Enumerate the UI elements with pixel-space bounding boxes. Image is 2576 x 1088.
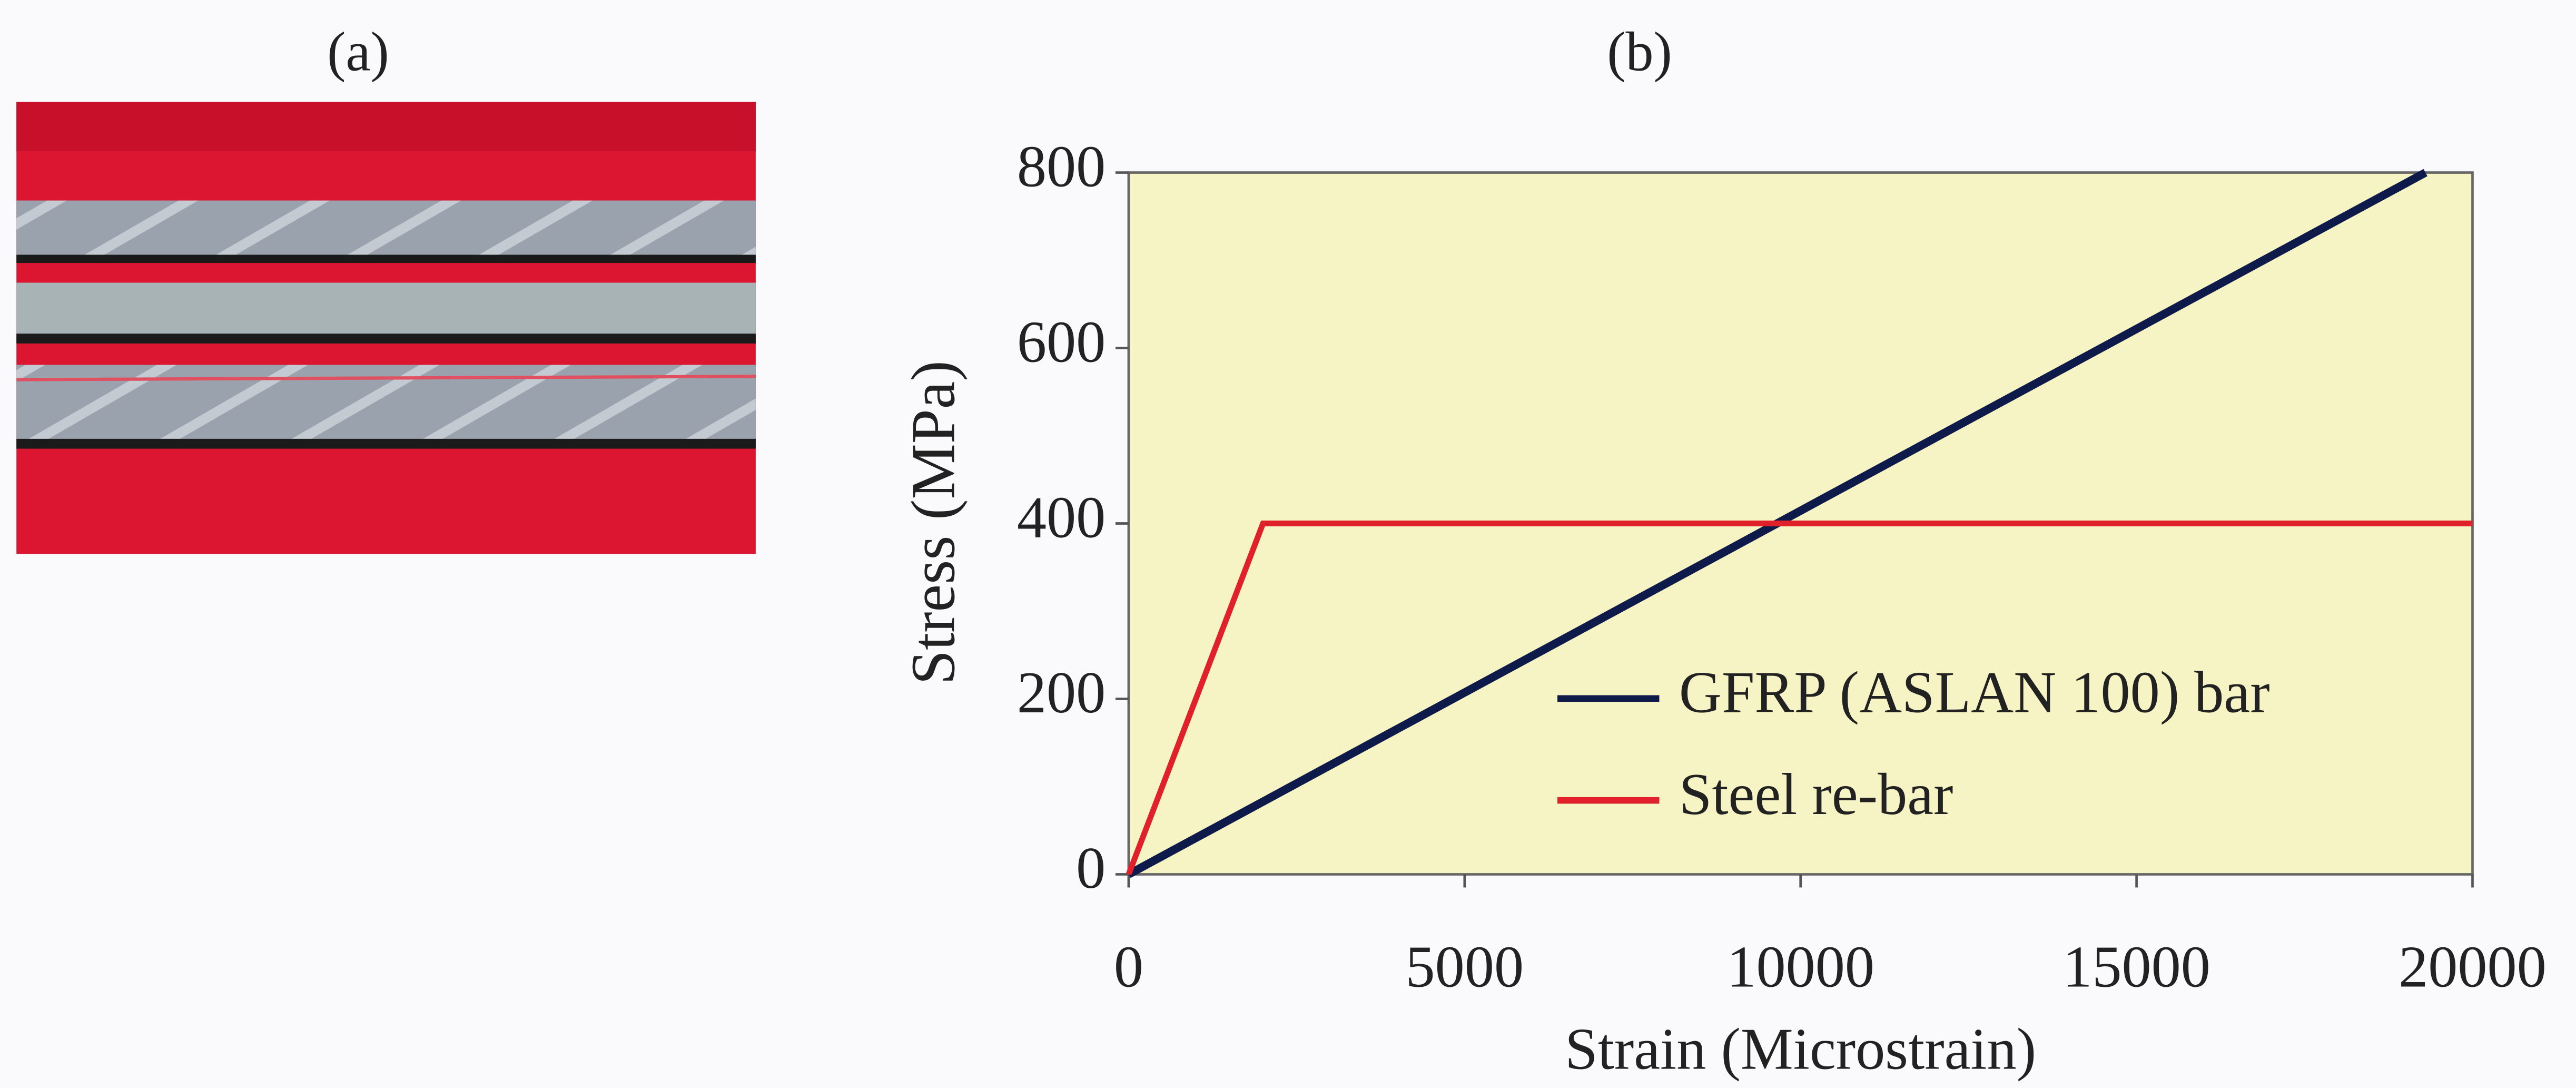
y-tick-label: 400 — [1017, 485, 1106, 550]
bar-shadow — [16, 334, 756, 344]
y-tick-label: 800 — [1017, 134, 1106, 199]
legend-label: Steel re-bar — [1679, 762, 1953, 827]
y-axis-label: Stress (MPa) — [898, 360, 968, 685]
chart-title: (b) — [1607, 21, 1672, 83]
y-tick-label: 600 — [1017, 309, 1106, 375]
bar-shadow — [16, 439, 756, 449]
bar-image — [16, 201, 756, 257]
photo-shade — [16, 102, 756, 151]
x-tick-label: 10000 — [1726, 934, 1874, 999]
photo-panel: (a) — [16, 21, 756, 554]
x-tick-label: 5000 — [1406, 934, 1524, 999]
legend-label: GFRP (ASLAN 100) bar — [1679, 660, 2270, 725]
bar-shadow — [16, 255, 756, 263]
figure: (a) (b) Stress (MPa) Strain (Microstrain… — [0, 0, 2576, 1088]
x-axis-label: Strain (Microstrain) — [1565, 1016, 2036, 1082]
x-tick-label: 0 — [1114, 934, 1143, 999]
chart: (b) Stress (MPa) Strain (Microstrain) 0 2… — [898, 21, 2546, 1082]
bar-image — [16, 283, 756, 336]
panel-label: (a) — [327, 21, 389, 83]
y-tick-label: 0 — [1076, 836, 1106, 901]
x-tick-label: 15000 — [2062, 934, 2210, 999]
x-tick-label: 20000 — [2399, 934, 2547, 999]
y-tick-label: 200 — [1017, 660, 1106, 726]
